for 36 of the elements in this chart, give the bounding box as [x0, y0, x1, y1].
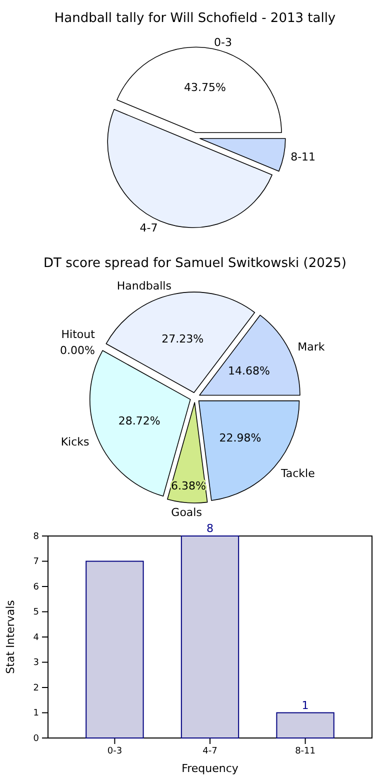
bar [86, 560, 144, 738]
y-tick-label: 3 [33, 658, 39, 668]
y-tick-label: 7 [33, 557, 39, 568]
data-label: 22.98% [219, 431, 262, 444]
data-label: 8 [206, 522, 214, 535]
y-tick-label: 1 [33, 708, 39, 719]
data-label: 14.68% [228, 364, 270, 378]
y-tick-label: 0 [33, 734, 40, 744]
x-axis-title: Frequency [182, 762, 239, 775]
slice-label: Handballs [116, 279, 172, 292]
y-axis-title: Stat Intervals [4, 600, 17, 674]
slice-label: 0-3 [214, 36, 232, 49]
data-label: 28.72% [118, 414, 160, 428]
data-label: 1 [302, 698, 309, 712]
y-tick-label: 4 [33, 632, 40, 643]
data-label: 43.75% [184, 81, 226, 94]
slice-label: Mark [298, 340, 326, 354]
bar [276, 712, 334, 738]
y-tick-label: 5 [33, 608, 39, 618]
slice-label: Tackle [280, 467, 316, 480]
y-tick-label: 6 [33, 582, 40, 592]
chart-title: Handball tally for Will Schofield - 2013 tally [54, 11, 336, 26]
x-tick-label: 4-7 [202, 746, 218, 756]
x-tick-label: 8-11 [295, 746, 316, 756]
text: 0.00% [60, 344, 95, 357]
slice-label: 4-7 [140, 222, 158, 235]
y-tick-label: 8 [33, 532, 40, 542]
slice-label: 8-11 [290, 150, 316, 164]
data-label: 27.23% [162, 332, 204, 346]
chart-title: DT score spread for Samuel Switkowski (2025) [44, 256, 346, 271]
category-label: Hitout [61, 328, 95, 341]
slice-label: Goals [171, 506, 202, 519]
slice-label: Kicks [60, 436, 90, 449]
y-tick-label: 2 [33, 683, 39, 694]
bar [180, 536, 240, 738]
x-tick-label: 0-3 [107, 746, 122, 756]
